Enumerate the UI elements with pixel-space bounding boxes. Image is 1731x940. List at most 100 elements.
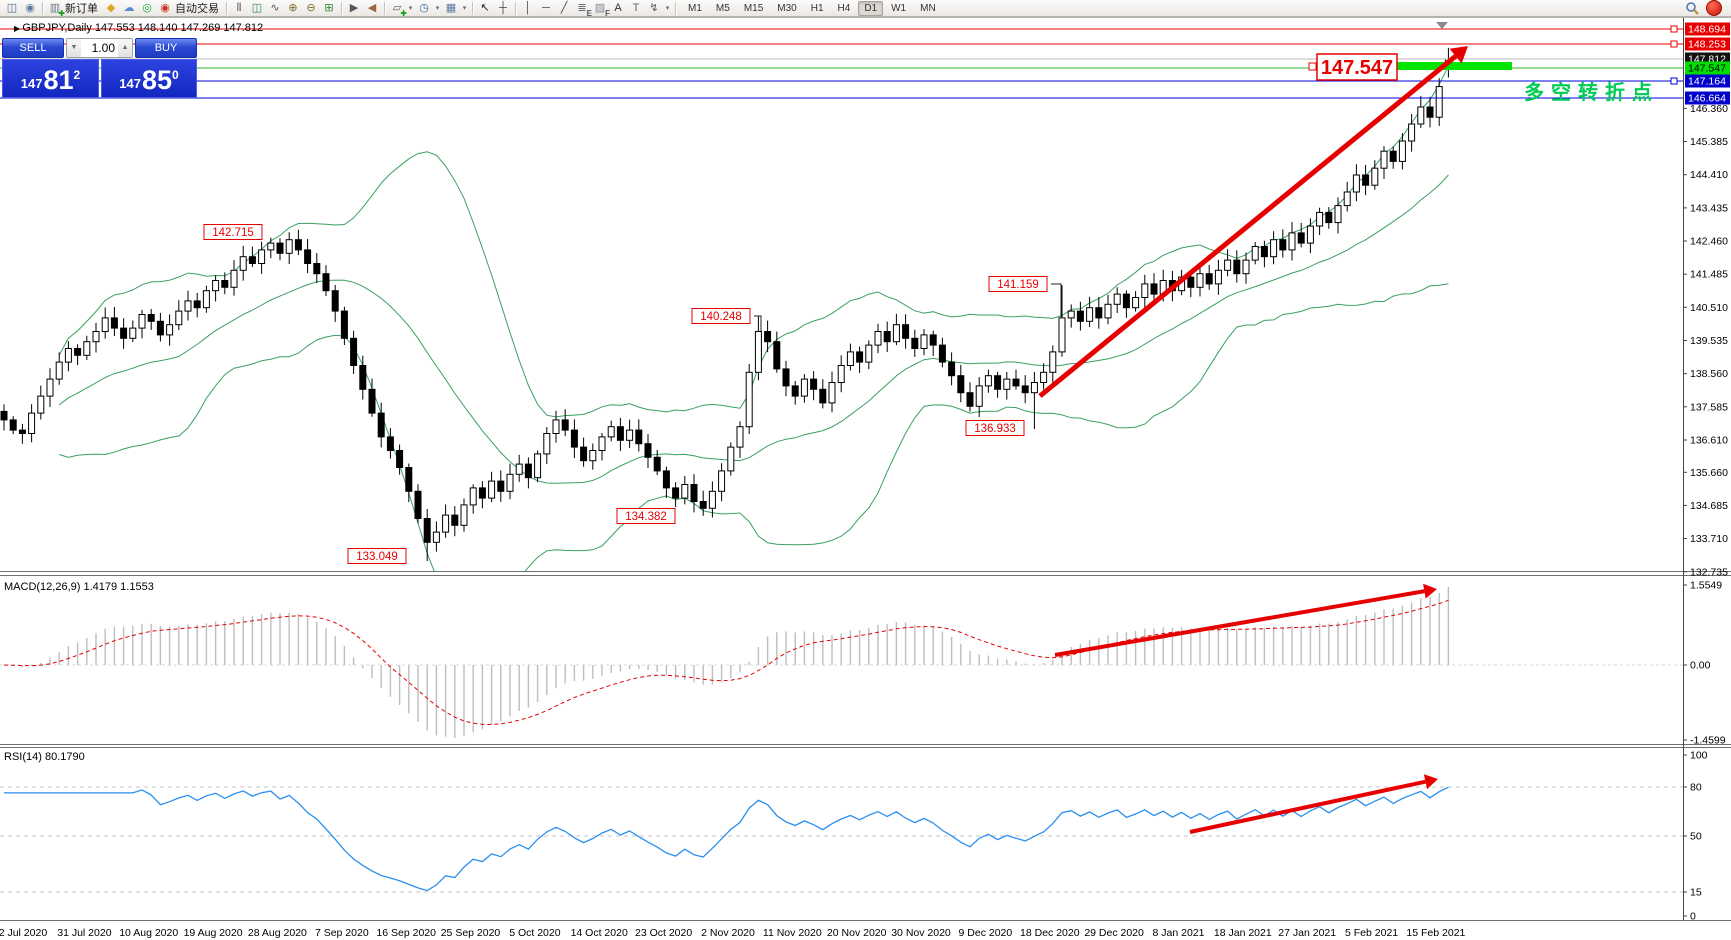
volume-up-button[interactable]: ▲: [118, 39, 132, 57]
green-resistance-bar[interactable]: [1397, 62, 1512, 70]
svg-text:147.547: 147.547: [1688, 63, 1726, 75]
svg-text:141.159: 141.159: [997, 279, 1039, 291]
svg-text:23 Oct 2020: 23 Oct 2020: [635, 927, 692, 939]
svg-text:133.049: 133.049: [356, 551, 398, 563]
svg-text:135.660: 135.660: [1690, 467, 1728, 479]
fibo-fan-icon[interactable]: ▨ F: [594, 1, 610, 18]
chart-profiles-icon[interactable]: ◉: [25, 1, 35, 14]
ask-prefix: 147: [119, 76, 141, 91]
tf-M5[interactable]: M5: [715, 2, 730, 14]
svg-text:141.485: 141.485: [1690, 269, 1728, 281]
horizontal-level-lines[interactable]: [0, 25, 1683, 99]
chart-shift-icon[interactable]: ◀: [367, 1, 377, 14]
cursor-icon[interactable]: ↖: [480, 1, 490, 14]
svg-text:7 Sep 2020: 7 Sep 2020: [315, 927, 369, 939]
svg-text:136.933: 136.933: [974, 423, 1016, 435]
terminal-icon[interactable]: ☁: [123, 1, 135, 14]
svg-text:140.510: 140.510: [1690, 302, 1728, 314]
crosshair-icon[interactable]: ┼: [499, 1, 507, 14]
templates-icon[interactable]: ▦: [445, 1, 457, 14]
tf-H1[interactable]: H1: [810, 2, 824, 14]
horizontal-line-icon[interactable]: ─: [542, 1, 550, 14]
svg-text:30 Nov 2020: 30 Nov 2020: [891, 927, 951, 939]
trendline-icon[interactable]: ╱: [560, 1, 568, 14]
indicators-icon[interactable]: ▱ ✚: [392, 1, 407, 18]
svg-text:22 Jul 2020: 22 Jul 2020: [0, 927, 47, 939]
svg-text:146.360: 146.360: [1690, 103, 1728, 115]
new-order-icon[interactable]: ▥ ✚: [49, 1, 65, 18]
buy-button[interactable]: BUY: [135, 38, 197, 58]
volume-input[interactable]: 1.00: [91, 41, 115, 55]
svg-text:100: 100: [1690, 750, 1708, 762]
tf-M15[interactable]: M15: [743, 2, 764, 14]
volume-down-button[interactable]: ▼: [67, 39, 81, 57]
price-axis[interactable]: 146.360 145.385 144.410 143.435 142.460 141.4…: [1683, 22, 1730, 579]
tile-windows-icon[interactable]: ⊞: [324, 1, 334, 14]
svg-text:0.00: 0.00: [1690, 660, 1711, 672]
text-label-icon[interactable]: T: [632, 1, 640, 14]
svg-text:148.253: 148.253: [1688, 39, 1726, 51]
rsi-indicator-label: RSI(14) 80.1790: [4, 751, 85, 763]
svg-text:19 Aug 2020: 19 Aug 2020: [184, 927, 243, 939]
tf-M30[interactable]: M30: [777, 2, 797, 14]
auto-scroll-icon[interactable]: ▶: [349, 1, 359, 14]
indicators-dropdown[interactable]: ▾: [408, 5, 413, 12]
svg-text:134.685: 134.685: [1690, 500, 1728, 512]
periods-dropdown[interactable]: ▾: [435, 5, 440, 12]
search-icon[interactable]: [1685, 1, 1700, 16]
vertical-line-icon[interactable]: │: [524, 1, 532, 14]
signals-icon[interactable]: ◎: [142, 1, 152, 14]
line-chart-icon[interactable]: ∿: [270, 1, 280, 14]
bar-chart-icon[interactable]: ⦀: [236, 1, 242, 14]
svg-text:5 Feb 2021: 5 Feb 2021: [1345, 927, 1398, 939]
pane-separators[interactable]: [0, 571, 1731, 921]
tf-MN[interactable]: MN: [920, 2, 936, 14]
svg-text:18 Dec 2020: 18 Dec 2020: [1020, 927, 1080, 939]
svg-text:25 Sep 2020: 25 Sep 2020: [441, 927, 501, 939]
styler-icon[interactable]: ◆: [106, 1, 116, 14]
autotrading-label[interactable]: 自动交易: [175, 3, 219, 15]
new-order-label[interactable]: 新订单: [65, 3, 98, 15]
svg-text:15: 15: [1690, 887, 1702, 899]
trend-arrow-rsi[interactable]: [1189, 774, 1438, 834]
svg-text:1.5549: 1.5549: [1690, 580, 1722, 592]
toolbar-separator: [472, 1, 473, 15]
sell-button[interactable]: SELL: [2, 38, 64, 58]
tf-M1[interactable]: M1: [688, 2, 702, 14]
svg-text:11 Nov 2020: 11 Nov 2020: [763, 927, 822, 939]
chart-shift-marker[interactable]: [1436, 22, 1448, 29]
tf-W1[interactable]: W1: [891, 2, 907, 14]
tf-D1[interactable]: D1: [858, 0, 884, 16]
notifications-icon[interactable]: [1706, 0, 1722, 16]
bid-price-tile[interactable]: 147 81 2: [2, 59, 99, 98]
svg-text:136.610: 136.610: [1690, 435, 1728, 447]
price-annotations[interactable]: 142.715 140.248 141.159 136.933 134.382 133.0…: [203, 53, 1398, 564]
zoom-out-icon[interactable]: ⊖: [306, 1, 316, 14]
svg-text:140.248: 140.248: [700, 311, 742, 323]
tf-H4[interactable]: H4: [837, 2, 851, 14]
svg-text:139.535: 139.535: [1690, 335, 1728, 347]
bull-bear-turning-point-note[interactable]: 多空转折点: [1524, 82, 1659, 104]
periods-icon[interactable]: ◷: [419, 1, 429, 14]
candlestick-icon[interactable]: ◫: [251, 1, 263, 14]
svg-text:-1.4599: -1.4599: [1690, 735, 1726, 747]
arrows-tool-icon[interactable]: ↯: [649, 1, 659, 14]
zoom-in-icon[interactable]: ⊕: [288, 1, 298, 14]
date-axis[interactable]: 22 Jul 2020 31 Jul 2020 10 Aug 2020 19 Aug …: [0, 927, 1466, 939]
arrows-dropdown[interactable]: ▾: [665, 5, 670, 12]
svg-text:29 Dec 2020: 29 Dec 2020: [1084, 927, 1144, 939]
ask-price-tile[interactable]: 147 85 0: [101, 59, 197, 98]
templates-dropdown[interactable]: ▾: [462, 5, 467, 12]
text-icon[interactable]: A: [614, 1, 622, 14]
new-chart-icon[interactable]: ◫: [6, 1, 18, 14]
svg-text:146.664: 146.664: [1688, 93, 1726, 105]
trend-arrow-main[interactable]: [1038, 46, 1468, 398]
trend-arrow-macd[interactable]: [1054, 583, 1437, 657]
svg-text:80: 80: [1690, 782, 1702, 794]
fibonacci-icon[interactable]: ≣ E: [577, 1, 592, 18]
svg-text:2 Nov 2020: 2 Nov 2020: [701, 927, 755, 939]
bid-main: 81: [43, 65, 74, 95]
autotrading-icon[interactable]: ◉: [160, 1, 170, 14]
svg-text:147.164: 147.164: [1688, 76, 1726, 88]
